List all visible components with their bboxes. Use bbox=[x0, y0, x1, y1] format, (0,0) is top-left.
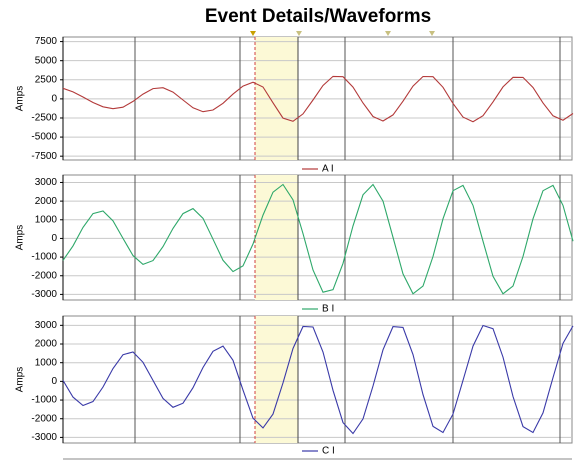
y-tick-label: 2500 bbox=[35, 74, 58, 85]
y-tick-label: -3000 bbox=[31, 432, 57, 443]
cursor-marker bbox=[250, 31, 256, 36]
y-tick-label: 1000 bbox=[35, 357, 58, 368]
y-tick-label: -7500 bbox=[31, 151, 57, 162]
y-tick-label: 1000 bbox=[35, 214, 58, 225]
series-line bbox=[62, 183, 574, 295]
y-tick-label: 7500 bbox=[35, 36, 58, 47]
y-tick-label: -1000 bbox=[31, 395, 57, 406]
y-tick-label: -3000 bbox=[31, 289, 57, 300]
y-tick-label: -1000 bbox=[31, 252, 57, 263]
y-axis-label: Amps bbox=[15, 86, 26, 112]
y-tick-label: -5000 bbox=[31, 132, 57, 143]
y-tick-label: 2000 bbox=[35, 339, 58, 350]
y-axis-label: Amps bbox=[15, 367, 26, 393]
y-tick-label: 5000 bbox=[35, 55, 58, 66]
highlight-region bbox=[255, 316, 298, 443]
y-tick-label: 0 bbox=[51, 233, 57, 244]
cursor-marker bbox=[429, 31, 435, 36]
y-tick-label: -2000 bbox=[31, 270, 57, 281]
legend-label: A I bbox=[322, 164, 334, 175]
legend-label: B I bbox=[322, 304, 334, 315]
y-tick-label: 3000 bbox=[35, 320, 58, 331]
y-tick-label: -2500 bbox=[31, 113, 57, 124]
series-line bbox=[62, 324, 574, 435]
y-axis-label: Amps bbox=[15, 225, 26, 251]
cursor-marker bbox=[296, 31, 302, 36]
cursor-marker bbox=[385, 31, 391, 36]
chart-title: Event Details/Waveforms bbox=[205, 6, 431, 27]
y-tick-label: -2000 bbox=[31, 413, 57, 424]
y-tick-label: 3000 bbox=[35, 177, 58, 188]
legend-label: C I bbox=[322, 446, 335, 457]
highlight-region bbox=[255, 175, 298, 300]
y-tick-label: 0 bbox=[51, 94, 57, 105]
series-line bbox=[62, 75, 574, 123]
y-tick-label: 0 bbox=[51, 376, 57, 387]
y-tick-label: 2000 bbox=[35, 196, 58, 207]
